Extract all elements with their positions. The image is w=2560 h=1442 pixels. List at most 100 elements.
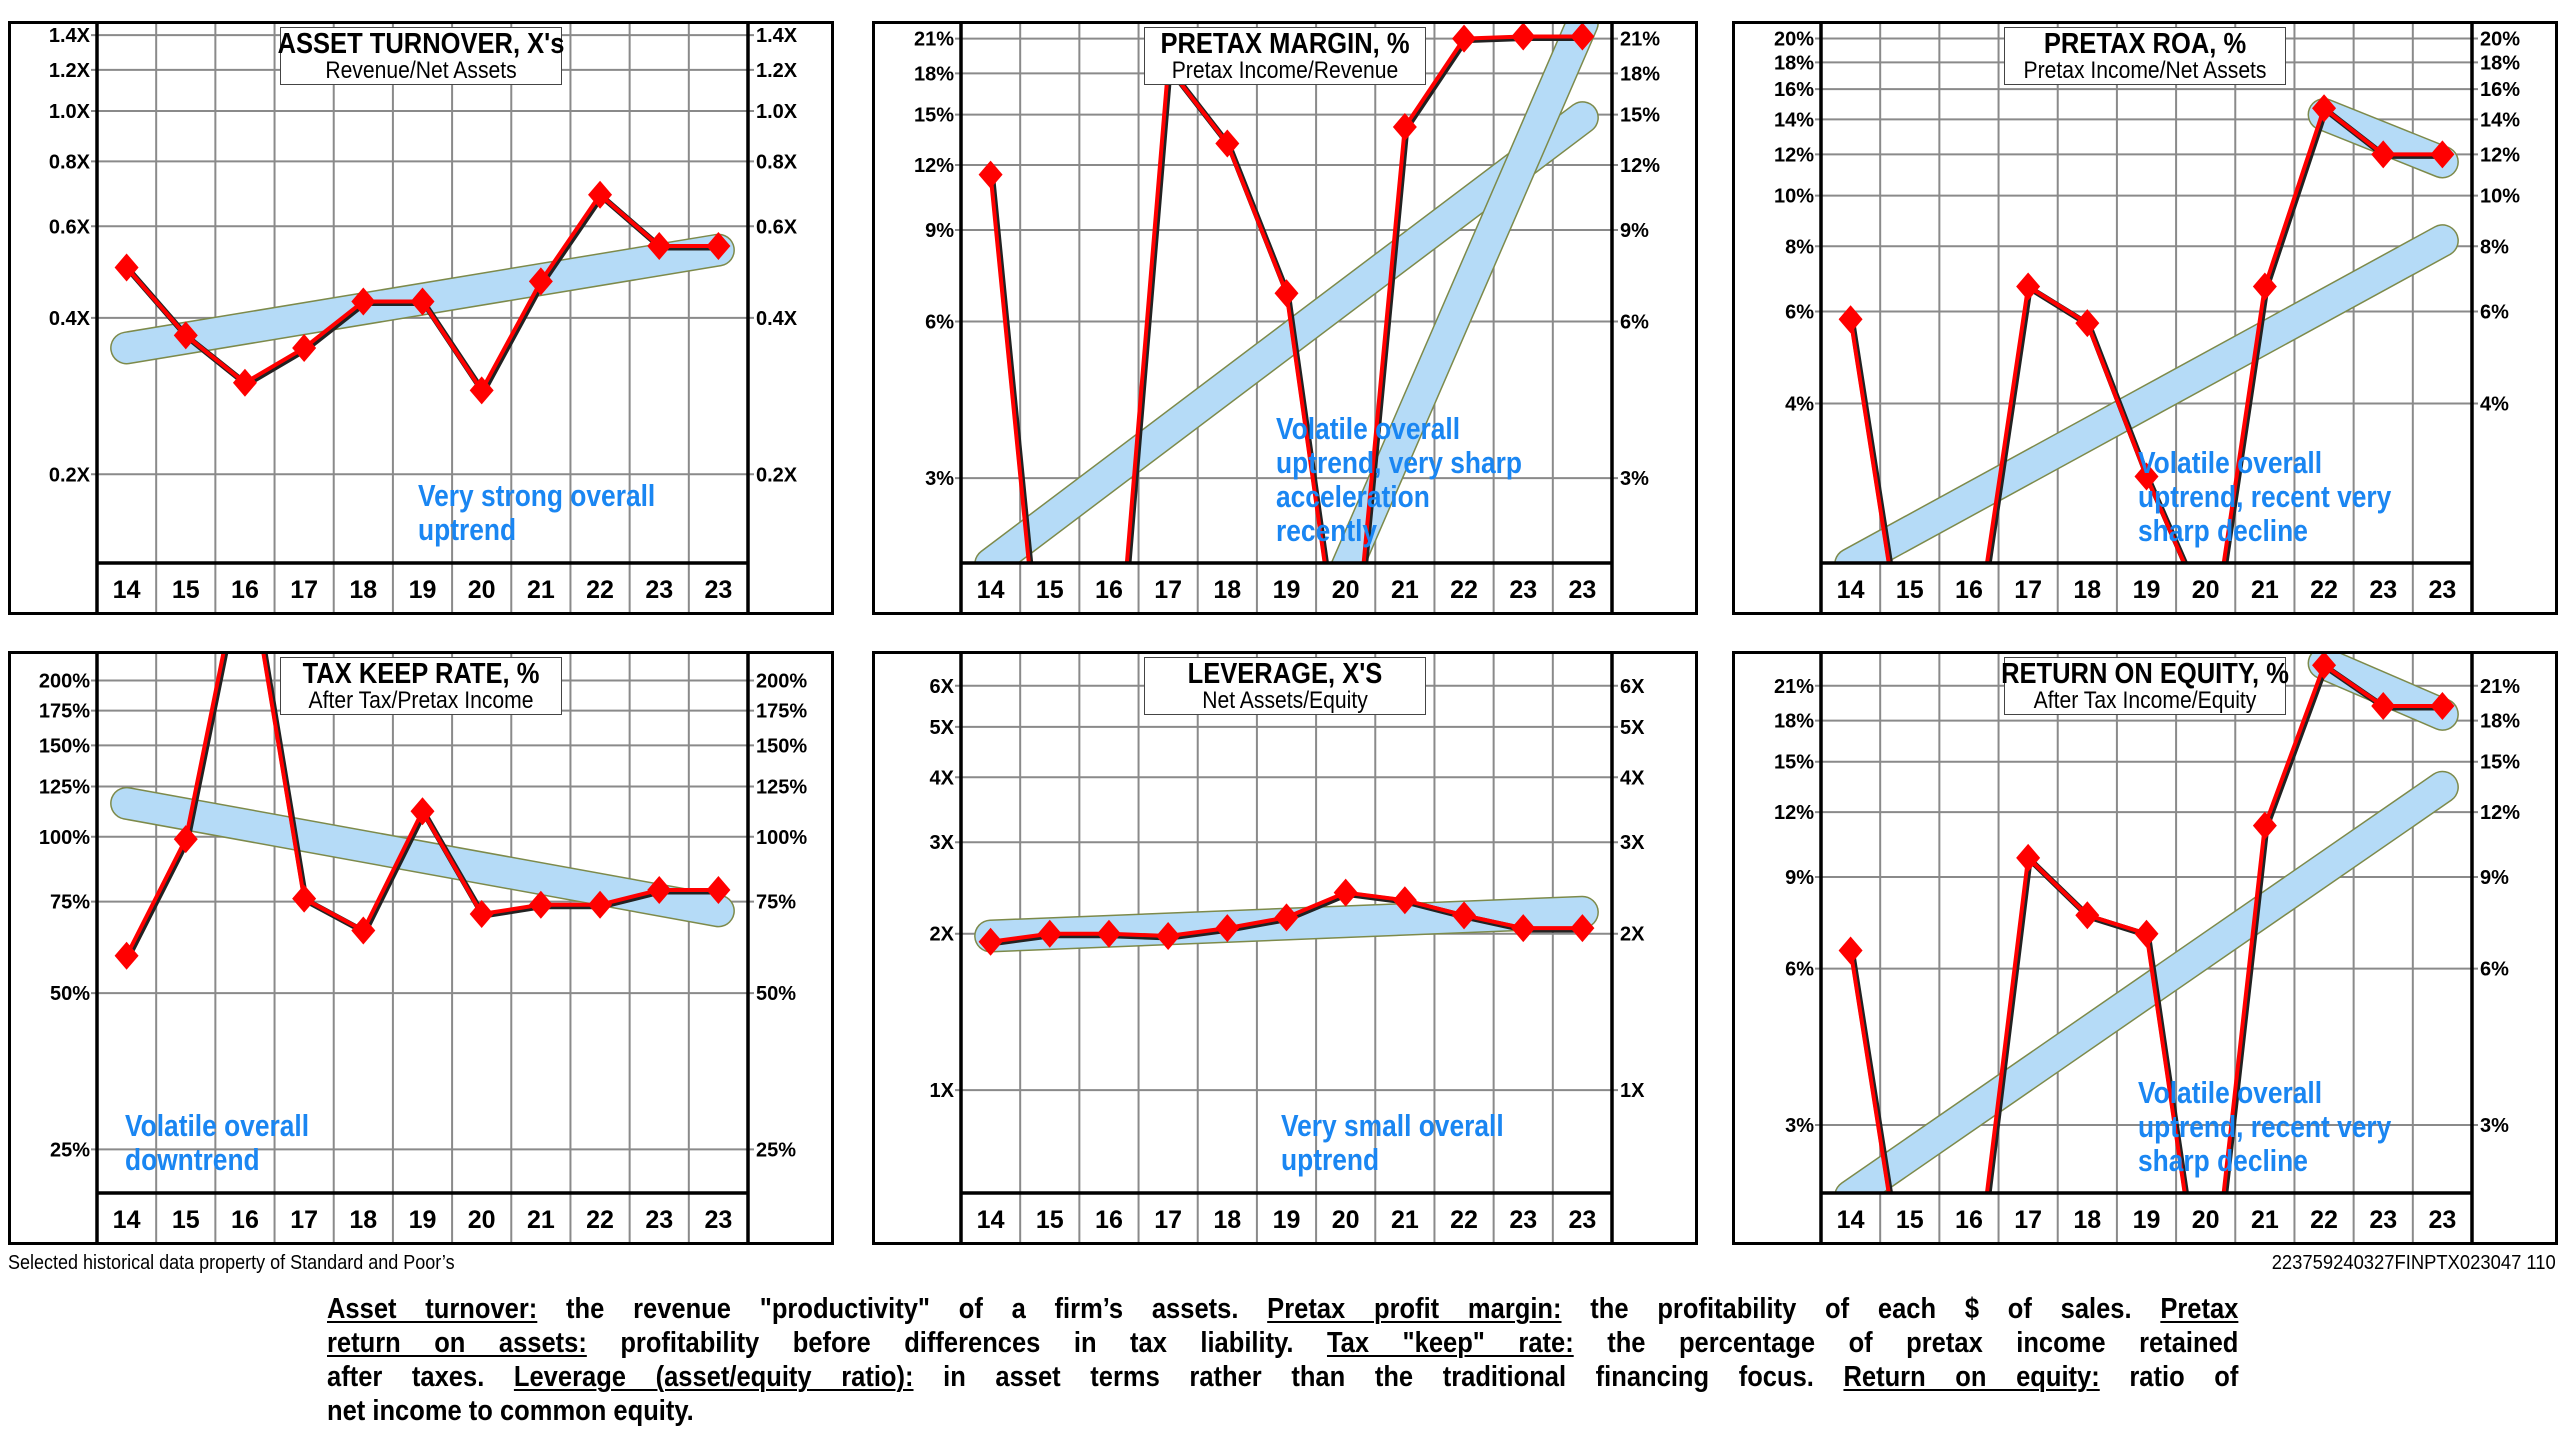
data-point-marker [2430, 140, 2455, 169]
x-tick-label: 17 [1154, 576, 1182, 604]
x-tick-label: 23 [1509, 576, 1537, 604]
x-tick-label: 21 [527, 1206, 555, 1234]
y-tick-label-right: 6% [1620, 312, 1649, 334]
panel-border [1732, 21, 2558, 615]
y-tick-label-right: 16% [2480, 79, 2520, 101]
data-point-marker [706, 231, 731, 260]
glossary-line: Asset turnover: the revenue "productivit… [327, 1292, 2238, 1326]
data-point-marker [1452, 901, 1477, 930]
annotation-line: Volatile overall [2138, 1075, 2323, 1110]
data-point-marker [2312, 94, 2337, 123]
y-tick-label-left: 175% [39, 701, 90, 723]
y-tick-label-right: 2X [1620, 924, 1645, 946]
x-tick-label: 19 [1273, 576, 1301, 604]
y-tick-label-right: 3X [1620, 832, 1645, 854]
glossary-text: in asset terms rather than the tradition… [913, 1361, 1844, 1393]
data-point-marker [2016, 272, 2041, 301]
y-tick-label-right: 0.6X [756, 216, 798, 238]
y-tick-label-right: 15% [2480, 752, 2520, 774]
annotation-line: sharp decline [2138, 1143, 2308, 1178]
chart-canvas: 6X 6X 5X 5X 4X 4X 3X 3X 2X 2X 1X 1X 14 15 16 17 18 19 20 21… [872, 651, 1698, 1245]
x-tick-label: 23 [705, 576, 733, 604]
glossary-text: the profitability of each $ of sales. [1561, 1293, 2161, 1325]
data-point-marker [1838, 305, 1863, 334]
x-tick-label: 15 [1036, 576, 1064, 604]
chart-subtitle: Pretax Income/Revenue [1171, 57, 1399, 84]
x-tick-label: 19 [2133, 1206, 2161, 1234]
data-point-marker [2312, 651, 2337, 680]
glossary-term: Pretax [2160, 1293, 2239, 1325]
chart-leverage: 6X 6X 5X 5X 4X 4X 3X 3X 2X 2X 1X 1X 14 15 16 17 18 19 20 21… [872, 651, 1698, 1245]
panel-border [1732, 651, 2558, 1245]
x-tick-label: 17 [2014, 576, 2042, 604]
x-tick-label: 16 [231, 576, 259, 604]
glossary-term: Pretax profit margin: [1267, 1293, 1562, 1325]
trend-annotation: Very strong overall uptrend [418, 479, 655, 547]
glossary-text: ratio of [2099, 1361, 2239, 1393]
data-point-marker [2430, 692, 2455, 721]
chart-pretax-margin: 21% 21% 18% 18% 15% 15% 12% 12% 9% 9% 6% 6% 3% 3% 14 15… [872, 21, 1698, 615]
data-point-marker [528, 267, 553, 296]
chart-title: ASSET TURNOVER, X's [277, 28, 565, 60]
x-tick-label: 16 [1095, 1206, 1123, 1234]
x-tick-label: 14 [977, 1206, 1005, 1234]
x-tick-label: 23 [2429, 576, 2457, 604]
x-tick-label: 18 [1213, 1206, 1241, 1234]
data-point-marker [2252, 811, 2277, 840]
y-tick-label-right: 1X [1620, 1080, 1645, 1102]
chart-title: TAX KEEP RATE, % [302, 658, 540, 690]
chart-title: PRETAX ROA, % [2043, 28, 2247, 60]
data-point-marker [173, 825, 198, 854]
y-tick-label-right: 15% [1620, 105, 1660, 127]
y-tick-label-right: 1.0X [756, 101, 798, 123]
x-axis-band [1821, 563, 2472, 615]
x-tick-label: 18 [349, 576, 377, 604]
glossary-text: the revenue "productivity" of a firm’s a… [537, 1293, 1268, 1325]
x-tick-label: 17 [1154, 1206, 1182, 1234]
y-tick-label-left: 3% [925, 468, 954, 490]
x-tick-label: 16 [231, 1206, 259, 1234]
y-tick-label-right: 12% [2480, 144, 2520, 166]
y-tick-label-left: 3% [1785, 1115, 1814, 1137]
x-tick-label: 23 [1569, 576, 1597, 604]
data-point-marker [410, 797, 435, 826]
x-tick-label: 22 [586, 576, 614, 604]
y-tick-label-left: 1.0X [49, 101, 91, 123]
chart-canvas: 200% 200% 175% 175% 150% 150% 125% 125% 100% 100%… [8, 651, 834, 1245]
data-point-marker [1274, 279, 1299, 308]
x-tick-label: 17 [290, 1206, 318, 1234]
y-tick-label-right: 1.2X [756, 60, 798, 82]
glossary-paragraph: Asset turnover: the revenue "productivit… [327, 1292, 2238, 1428]
title-box [280, 657, 562, 715]
x-tick-label: 22 [2310, 576, 2338, 604]
chart-return-on-equity: 21% 21% 18% 18% 15% 15% 12% 12% 9% 9% 6% 6% 3% 3% 14 15… [1732, 651, 2558, 1245]
y-tick-label-left: 16% [1774, 79, 1814, 101]
glossary-text: net income to common equity. [327, 1395, 694, 1427]
data-point-marker [2371, 140, 2396, 169]
chart-canvas: 1.4X 1.4X 1.2X 1.2X 1.0X 1.0X 0.8X 0.8X 0.6X 0.6X… [8, 21, 834, 615]
annotation-line: uptrend [418, 512, 517, 547]
x-tick-label: 15 [1036, 1206, 1064, 1234]
x-tick-label: 20 [468, 1206, 496, 1234]
document-code: 223759240327FINPTX023047 110 [2271, 1252, 2556, 1274]
y-tick-label-left: 12% [1774, 144, 1814, 166]
y-tick-label-left: 1.2X [49, 60, 91, 82]
x-tick-label: 20 [2192, 1206, 2220, 1234]
y-tick-label-right: 50% [756, 983, 796, 1005]
y-tick-label-right: 8% [2480, 236, 2509, 258]
y-tick-label-right: 18% [2480, 52, 2520, 74]
x-axis-band [1821, 1193, 2472, 1245]
y-tick-label-right: 1.4X [756, 25, 798, 47]
data-point-marker [588, 890, 613, 919]
data-point-marker [410, 287, 435, 316]
data-point-marker [647, 231, 672, 260]
title-box [2004, 27, 2286, 85]
y-tick-label-left: 6% [925, 312, 954, 334]
y-tick-label-left: 20% [1774, 28, 1814, 50]
y-tick-label-left: 6% [1785, 959, 1814, 981]
trend-annotation: Volatile overall uptrend, recent very shar… [2138, 1076, 2391, 1178]
x-axis-band [961, 563, 1612, 615]
x-tick-label: 17 [2014, 1206, 2042, 1234]
y-tick-label-right: 12% [2480, 802, 2520, 824]
data-point-marker [1511, 914, 1536, 943]
